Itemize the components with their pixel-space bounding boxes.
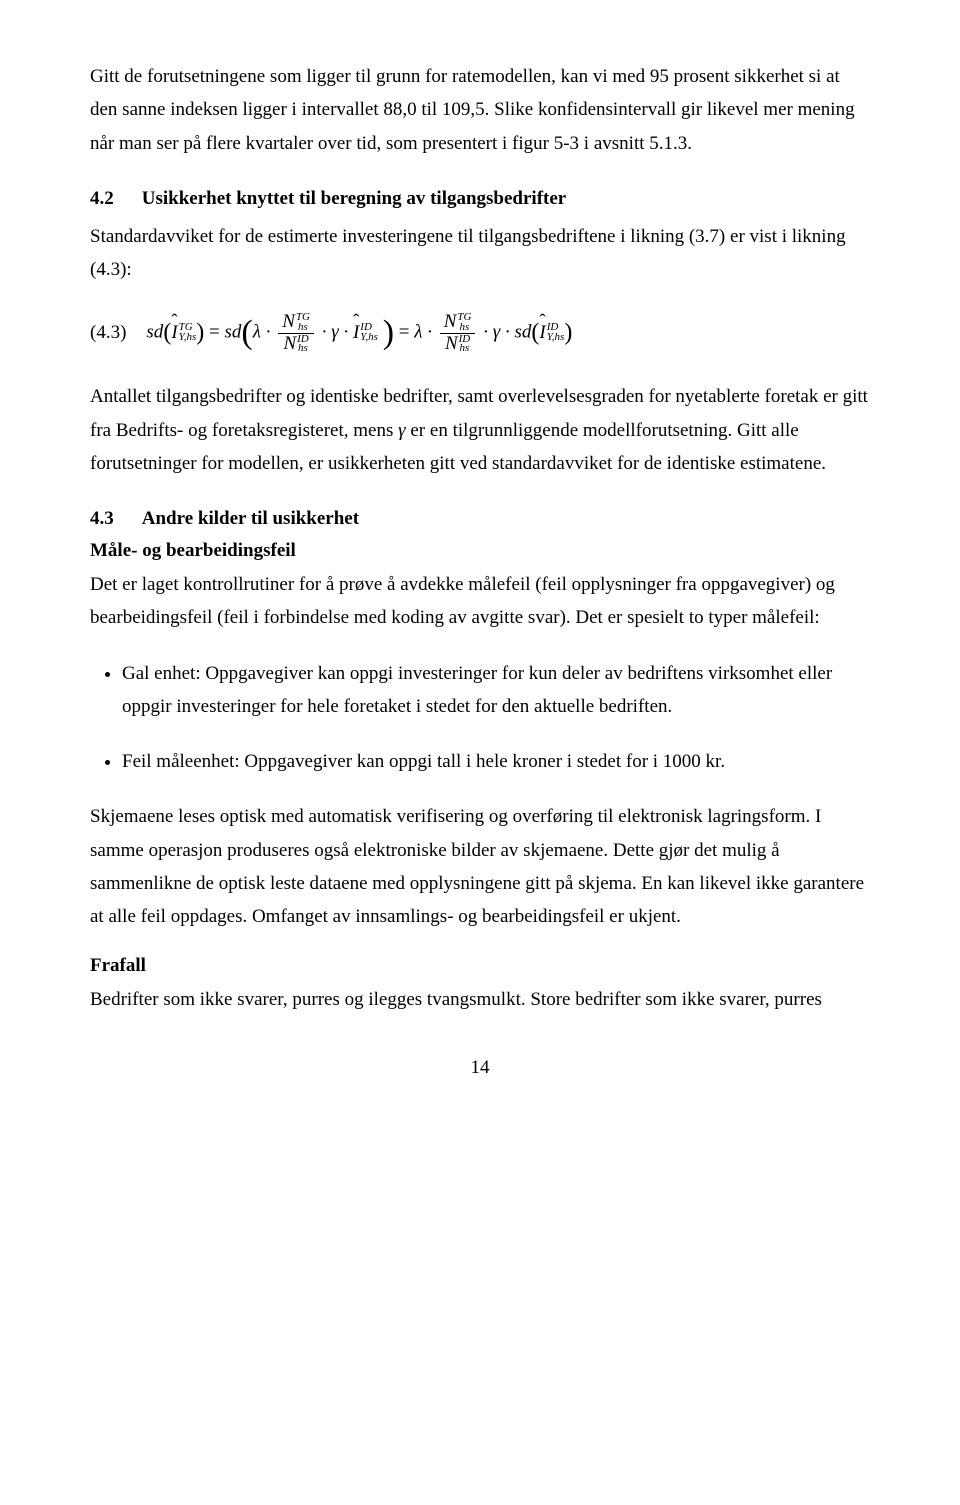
- heading-4-3-number: 4.3: [90, 508, 114, 530]
- paragraph-standardavvik: Standardavviket for de estimerte investe…: [90, 220, 870, 287]
- bullet-feil-maaleenhet: Feil måleenhet: Oppgavegiver kan oppgi t…: [122, 745, 870, 778]
- paragraph-intro: Gitt de forutsetningene som ligger til g…: [90, 60, 870, 160]
- heading-4-2: 4.2 Usikkerhet knyttet til beregning av …: [90, 188, 870, 210]
- bullet-list: Gal enhet: Oppgavegiver kan oppgi invest…: [90, 657, 870, 779]
- subheading-frafall: Frafall: [90, 955, 870, 977]
- heading-4-3: 4.3 Andre kilder til usikkerhet: [90, 508, 870, 530]
- heading-4-2-title: Usikkerhet knyttet til beregning av tilg…: [142, 188, 567, 210]
- heading-4-2-number: 4.2: [90, 188, 114, 210]
- heading-4-3-title: Andre kilder til usikkerhet: [142, 508, 359, 530]
- page-number: 14: [90, 1057, 870, 1079]
- page: Gitt de forutsetningene som ligger til g…: [0, 0, 960, 1505]
- paragraph-skjemaene: Skjemaene leses optisk med automatisk ve…: [90, 800, 870, 933]
- equation-number: (4.3): [90, 322, 126, 344]
- bullet-gal-enhet: Gal enhet: Oppgavegiver kan oppgi invest…: [122, 657, 870, 724]
- paragraph-kontrollrutiner: Det er laget kontrollrutiner for å prøve…: [90, 568, 870, 635]
- equation-4-3: (4.3) sd(ITGY,hs) = sd(λ · NTGhs NIDhs ·…: [90, 312, 870, 354]
- equation-body: sd(ITGY,hs) = sd(λ · NTGhs NIDhs · γ · I…: [146, 312, 572, 354]
- gamma-symbol: γ: [398, 420, 406, 441]
- paragraph-frafall: Bedrifter som ikke svarer, purres og ile…: [90, 983, 870, 1016]
- paragraph-antallet: Antallet tilgangsbedrifter og identiske …: [90, 380, 870, 480]
- subheading-maale: Måle- og bearbeidingsfeil: [90, 540, 870, 562]
